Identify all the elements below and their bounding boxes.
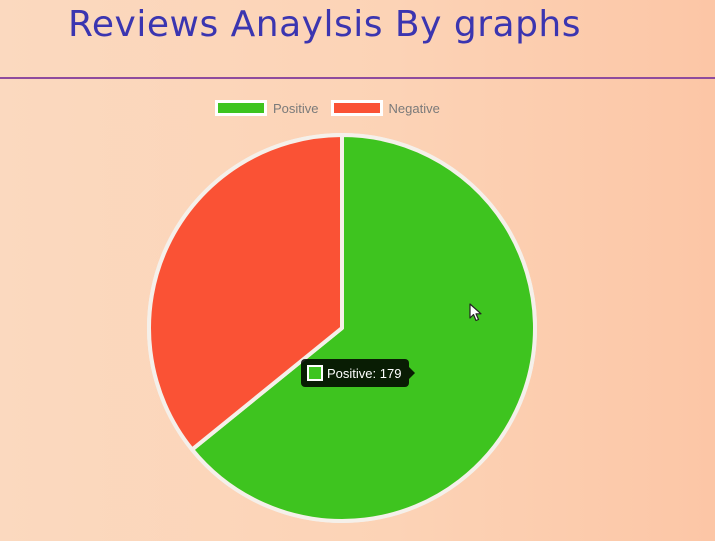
pie-slice-positive[interactable] [190,133,537,523]
pie-slice-negative[interactable] [147,133,344,452]
mouse-pointer-icon [469,303,482,322]
legend-item-positive[interactable]: Positive [215,100,319,116]
tooltip-text: Positive: 179 [327,365,402,381]
page-title: Reviews Anaylsis By graphs [68,4,581,45]
legend-label-negative: Negative [388,100,440,116]
legend-item-negative[interactable]: Negative [330,100,440,116]
chart-legend: Positive Negative [215,97,452,119]
legend-swatch-positive [215,100,267,116]
header-divider [0,77,715,79]
legend-label-positive: Positive [273,100,319,116]
tooltip-swatch [307,365,323,381]
chart-tooltip: Positive: 179 [301,359,416,387]
legend-swatch-negative [330,100,383,116]
page-header: Reviews Anaylsis By graphs [0,0,715,79]
